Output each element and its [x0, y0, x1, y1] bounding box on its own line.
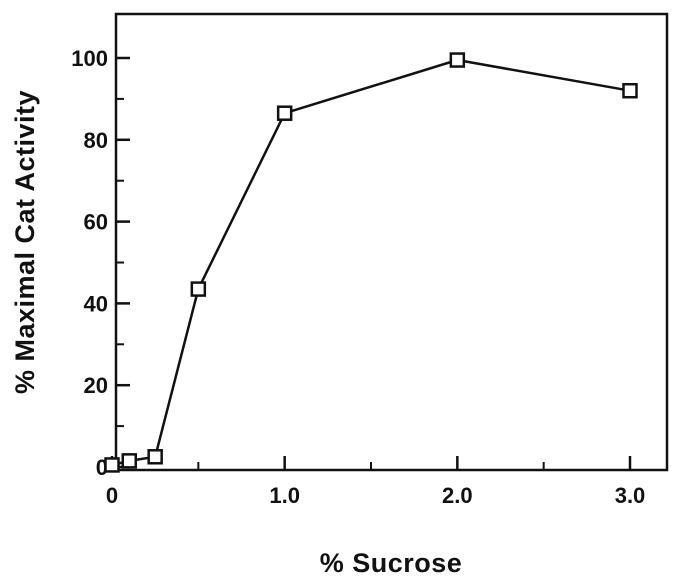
- x-tick-label: 2.0: [442, 483, 473, 508]
- x-axis-title: % Sucrose: [320, 548, 463, 578]
- data-point: [104, 457, 120, 473]
- data-point: [622, 82, 638, 99]
- y-tick-label: 20: [84, 373, 108, 398]
- data-point: [449, 52, 466, 68]
- y-tick-label: 80: [84, 128, 108, 153]
- data-point: [147, 449, 163, 465]
- x-tick-label: 1.0: [269, 483, 300, 508]
- plot-frame: [114, 12, 669, 472]
- axis-ticks: [110, 56, 632, 470]
- y-tick-label: 40: [84, 291, 108, 316]
- x-tick-label: 0: [106, 483, 118, 508]
- y-axis-title: % Maximal Cat Activity: [10, 90, 40, 394]
- x-tick-label: 3.0: [615, 483, 646, 508]
- data-point: [276, 105, 293, 121]
- series-line: [111, 58, 631, 467]
- y-tick-label: 100: [71, 46, 108, 71]
- data-markers: [104, 52, 638, 473]
- data-point: [190, 281, 207, 297]
- data-point: [121, 453, 138, 469]
- y-tick-label: 60: [84, 210, 108, 235]
